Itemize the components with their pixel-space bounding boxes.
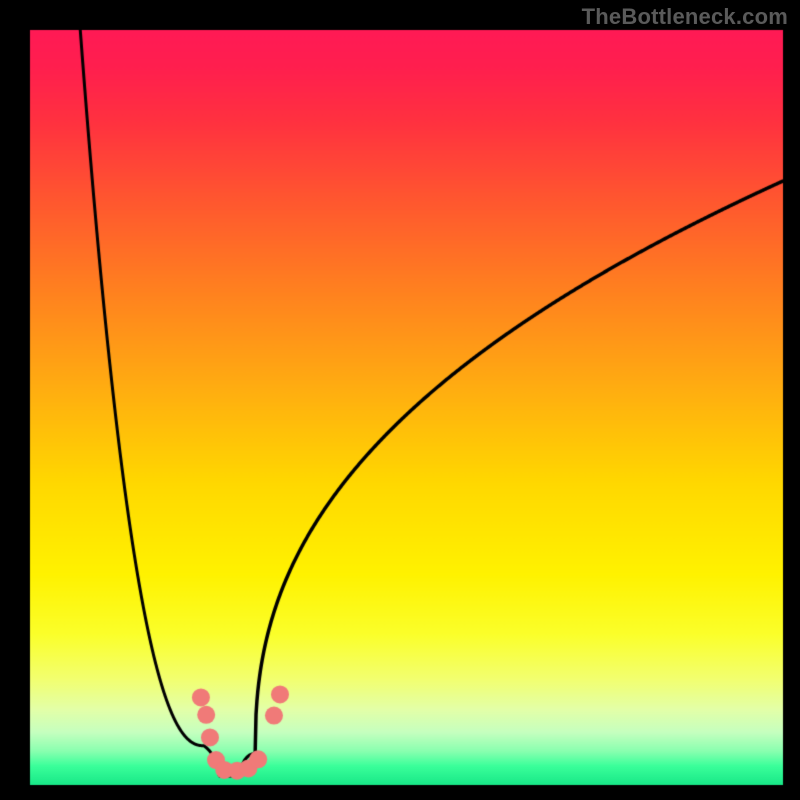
bottleneck-chart-canvas <box>0 0 800 800</box>
watermark-text: TheBottleneck.com <box>582 4 788 30</box>
chart-outer-frame: TheBottleneck.com <box>0 0 800 800</box>
